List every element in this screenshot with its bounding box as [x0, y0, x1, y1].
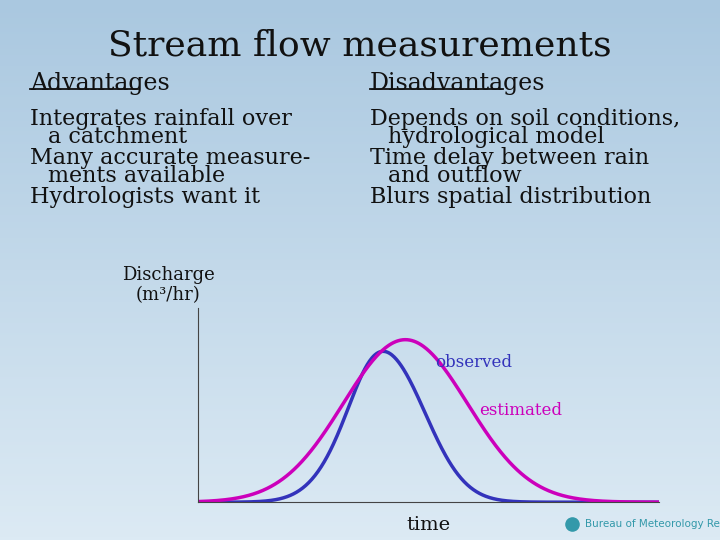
Text: estimated: estimated [479, 402, 562, 418]
Text: Advantages: Advantages [30, 72, 170, 95]
Text: a catchment: a catchment [48, 126, 187, 148]
Text: time: time [406, 516, 451, 534]
Text: Blurs spatial distribution: Blurs spatial distribution [370, 186, 652, 208]
Text: and outflow: and outflow [388, 165, 521, 187]
Text: observed: observed [436, 354, 513, 371]
Text: Many accurate measure-: Many accurate measure- [30, 147, 310, 169]
Text: Hydrologists want it: Hydrologists want it [30, 186, 260, 208]
Text: Bureau of Meteorology Research Centre: Bureau of Meteorology Research Centre [585, 519, 720, 529]
Text: ments available: ments available [48, 165, 225, 187]
Text: Time delay between rain: Time delay between rain [370, 147, 649, 169]
Text: Depends on soil conditions,: Depends on soil conditions, [370, 108, 680, 130]
Text: Stream flow measurements: Stream flow measurements [108, 28, 612, 62]
Text: hydrological model: hydrological model [388, 126, 605, 148]
Point [566, 519, 577, 528]
Text: Discharge
(m³/hr): Discharge (m³/hr) [122, 266, 215, 305]
Text: Disadvantages: Disadvantages [370, 72, 546, 95]
Text: Integrates rainfall over: Integrates rainfall over [30, 108, 292, 130]
